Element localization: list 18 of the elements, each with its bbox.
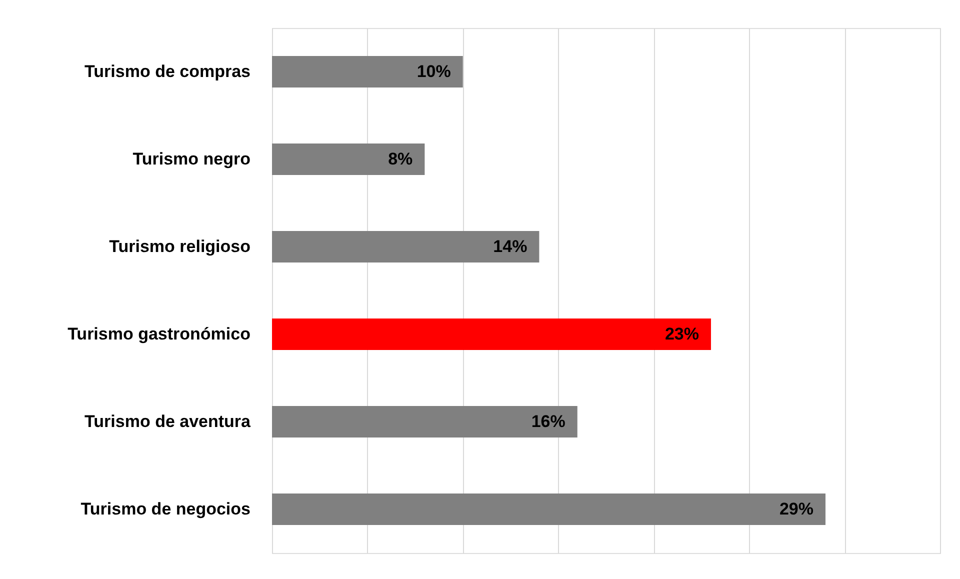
y-tick-label: Turismo negro: [132, 149, 250, 168]
data-label: 14%: [493, 236, 528, 256]
data-label: 8%: [388, 149, 413, 168]
data-label: 23%: [664, 324, 699, 344]
bar: [272, 318, 711, 350]
bar: [272, 406, 578, 438]
bar: [272, 231, 540, 262]
data-label: 16%: [531, 412, 566, 431]
y-tick-label: Turismo de negocios: [80, 499, 250, 518]
y-tick-label: Turismo de aventura: [84, 412, 252, 431]
data-label: 10%: [416, 62, 451, 81]
bar: [272, 56, 463, 88]
bar: [272, 494, 826, 525]
bar: [272, 144, 425, 175]
y-tick-label: Turismo religioso: [109, 236, 250, 256]
y-tick-label: Turismo gastronómico: [68, 324, 250, 344]
data-label: 29%: [779, 499, 814, 518]
y-tick-label: Turismo de compras: [84, 62, 250, 81]
